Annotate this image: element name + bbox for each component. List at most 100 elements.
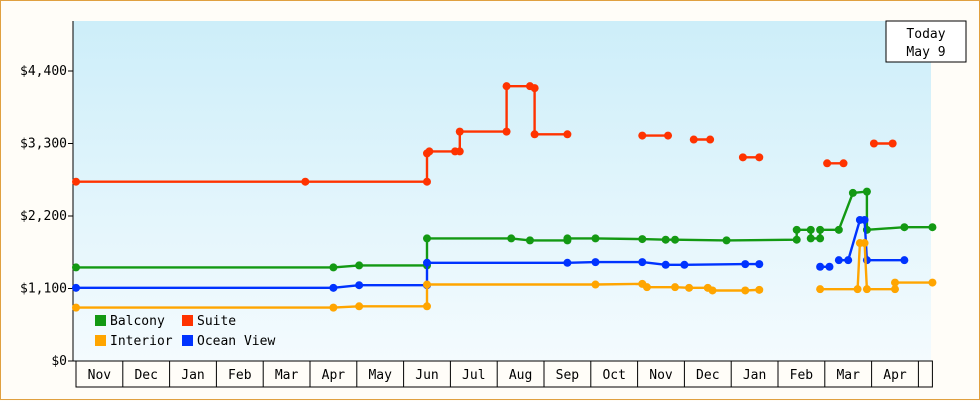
series-point [900,256,909,265]
series-point [591,234,600,243]
series-point [722,236,731,245]
series-point [425,147,434,156]
series-point [816,234,825,243]
series-point [834,225,843,234]
series-line-balcony [76,190,933,269]
legend-swatch [95,315,106,326]
today-label: Today [906,27,945,42]
x-tick-label: Jan [181,368,204,383]
series-point [844,256,853,265]
series-point [755,260,764,269]
series-point [530,130,539,139]
x-tick-label: Feb [790,368,814,383]
series-point [455,147,464,156]
series-point [638,235,647,244]
series-point [507,234,516,243]
series-point [792,235,801,244]
series-point [839,159,848,168]
legend-swatch [182,315,193,326]
series-point [689,135,698,144]
today-date: May 9 [906,45,945,60]
series-point [792,225,801,234]
series-point [860,239,869,248]
legend-swatch [182,335,193,346]
series-point [671,235,680,244]
series-line-ocean-view [76,260,760,289]
series-point [423,258,431,267]
x-tick-label: Dec [134,368,157,383]
series-point [355,302,364,311]
series-point [738,153,747,162]
x-tick-label: Mar [275,368,299,383]
series-point [329,303,338,312]
series-point [862,285,871,294]
legend-label: Interior [110,334,173,349]
x-tick-label: Nov [88,368,112,383]
series-point [72,283,80,292]
x-tick-label: Apr [322,368,346,383]
series-point [423,234,431,243]
y-tick-label: $0 [51,354,67,369]
series-point [638,131,647,140]
series-point [355,281,364,290]
legend-label: Suite [197,314,236,329]
series-point [891,285,899,294]
y-tick-label: $2,200 [20,209,67,224]
plot-area [73,21,931,361]
series-point [355,261,364,270]
x-tick-label: Apr [883,368,907,383]
series-point [755,153,764,162]
series-point [928,223,937,232]
x-tick-label: Jan [743,368,766,383]
series-point [853,285,862,294]
series-point [806,234,815,243]
series-point [502,82,511,91]
x-tick-label: Feb [228,368,252,383]
x-tick-label: May [368,368,392,383]
series-point [423,302,431,311]
series-point [869,139,878,148]
series-point [642,283,651,292]
series-point [834,256,843,265]
x-tick-label: Sep [556,368,580,383]
series-point [301,177,310,186]
legend-label: Ocean View [197,334,275,349]
series-point [591,280,600,289]
series-point [816,262,825,271]
series-point [900,223,909,232]
x-tick-label: Mar [836,368,860,383]
series-point [823,159,832,168]
series-point [825,262,834,271]
legend-swatch [95,335,106,346]
series-point [680,260,689,269]
series-point [755,285,764,294]
series-point [806,225,815,234]
x-tick-label: Jul [462,368,485,383]
series-point [706,135,715,144]
series-point [888,139,897,148]
y-tick-label: $1,100 [20,282,67,297]
series-point [525,236,534,245]
y-tick-label: $3,300 [20,137,67,152]
series-point [563,234,572,243]
series-point [502,127,511,136]
series-point [708,286,717,295]
series-point [72,303,80,312]
series-point [816,285,825,294]
series-point [664,131,673,140]
legend-label: Balcony [110,314,165,329]
series-point [685,283,694,292]
series-point [638,258,647,267]
y-tick-label: $4,400 [20,64,67,79]
series-point [741,260,750,269]
series-point [816,225,825,234]
series-point [661,235,670,244]
series-point [72,177,80,186]
series-point [563,130,572,139]
x-tick-label: Dec [696,368,719,383]
x-tick-label: Jun [415,368,438,383]
series-point [423,280,431,289]
x-tick-label: Aug [509,368,532,383]
